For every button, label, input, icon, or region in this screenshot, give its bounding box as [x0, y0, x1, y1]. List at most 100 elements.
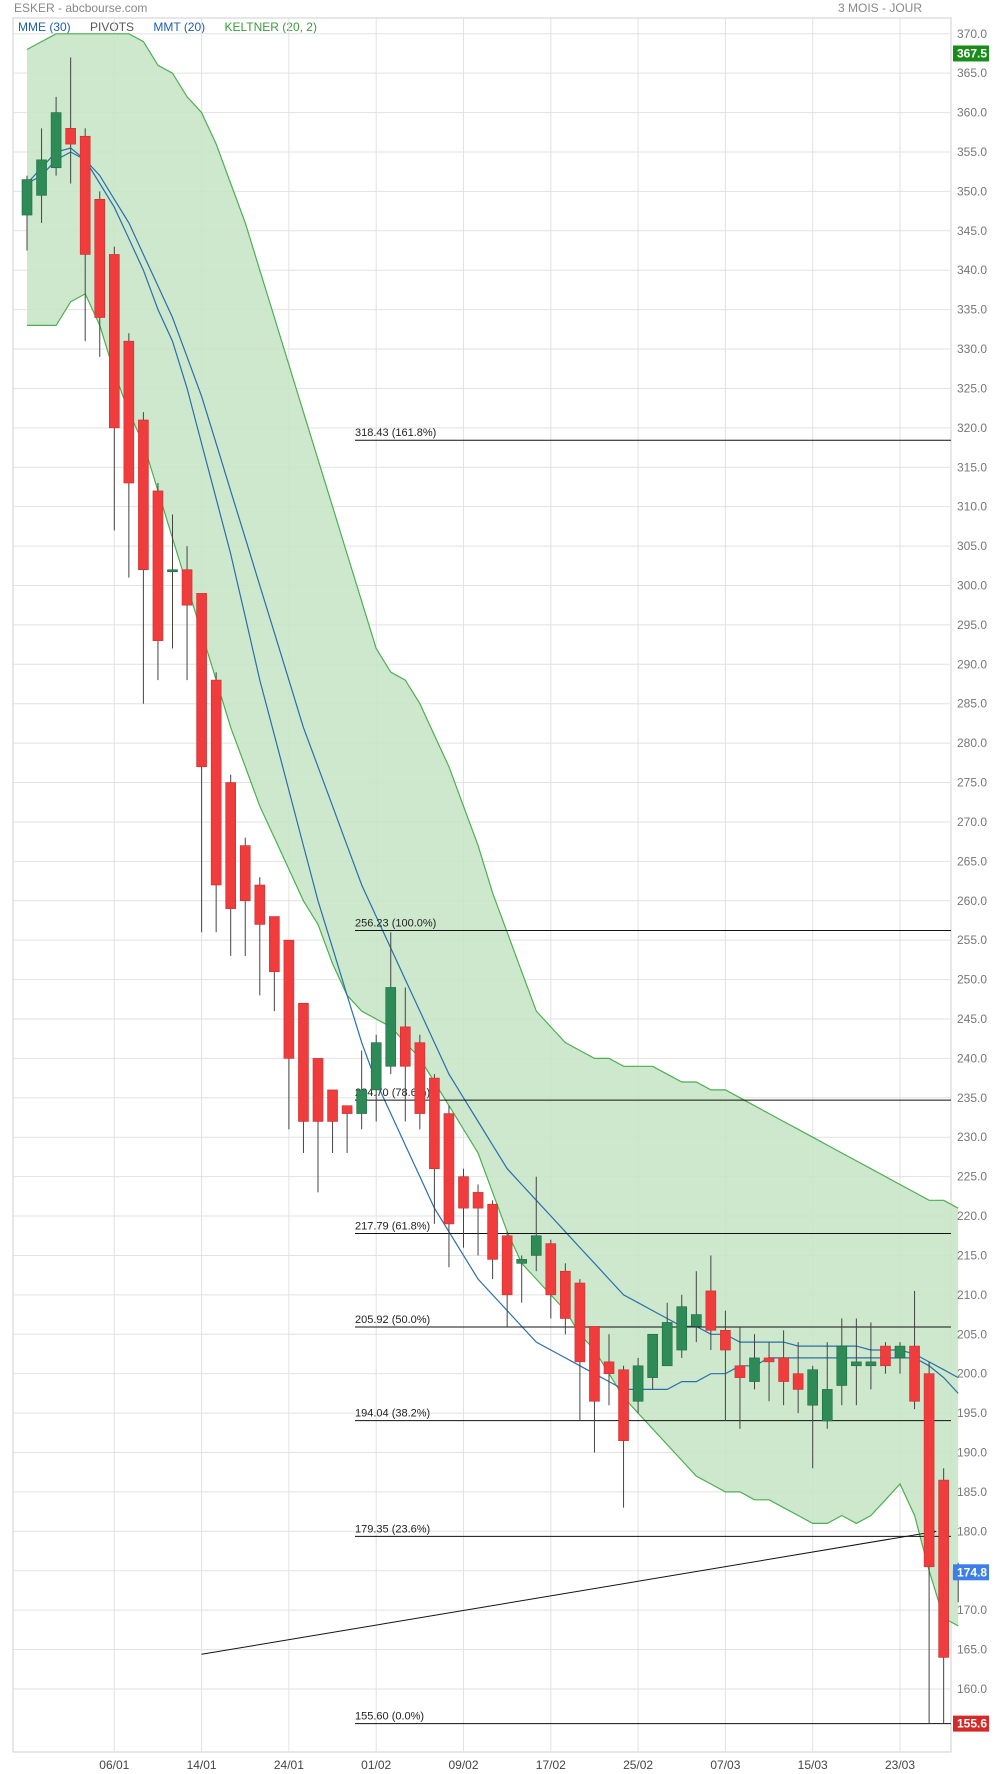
y-tick-label: 300.0	[957, 578, 987, 592]
candle	[923, 1361, 935, 1724]
candle-body	[123, 340, 135, 484]
candle-body	[647, 1333, 658, 1378]
candle	[676, 1294, 688, 1358]
candle-body	[429, 1077, 440, 1170]
candle	[661, 1302, 673, 1367]
candle	[647, 1333, 658, 1390]
y-tick-label: 260.0	[957, 894, 987, 908]
candle	[763, 1342, 775, 1402]
candle	[690, 1271, 702, 1343]
y-tick-label: 365.0	[957, 66, 987, 80]
candle-body	[65, 128, 76, 145]
candle-body	[138, 419, 149, 571]
y-tick-label: 190.0	[957, 1445, 987, 1459]
y-tick-label: 215.0	[957, 1248, 987, 1262]
candle	[109, 246, 120, 531]
legend-mme[interactable]: MME (30)	[18, 20, 71, 34]
candle	[239, 837, 251, 956]
legend-pivots[interactable]: PIVOTS	[90, 20, 135, 34]
fibonacci-levels: 318.43 (161.8%)256.23 (100.0%)234.70 (78…	[355, 427, 951, 1725]
candle-body	[690, 1314, 702, 1327]
candle-body	[734, 1365, 746, 1378]
candle	[283, 939, 295, 1130]
candle-body	[385, 987, 397, 1067]
candle-body	[79, 135, 91, 255]
y-tick-label: 325.0	[957, 381, 987, 395]
candle-body	[36, 159, 47, 196]
candle	[123, 333, 135, 578]
y-tick-label: 280.0	[957, 736, 987, 750]
candle-body	[807, 1369, 819, 1406]
fib-label: 318.43 (161.8%)	[355, 427, 436, 439]
low-price-badge-bg	[953, 1715, 989, 1732]
candle-body	[196, 593, 207, 768]
candle	[880, 1342, 891, 1374]
moving-averages	[26, 147, 959, 1394]
candle	[21, 175, 33, 251]
y-tick-label: 220.0	[957, 1209, 987, 1223]
candle	[909, 1290, 920, 1410]
y-tick-label: 185.0	[957, 1485, 987, 1499]
candle-body	[399, 1026, 411, 1067]
y-tick-label: 210.0	[957, 1288, 987, 1302]
candle-body	[283, 939, 295, 1059]
candle	[720, 1310, 731, 1421]
candle-body	[341, 1105, 353, 1114]
candle	[501, 1231, 513, 1327]
candle-body	[443, 1113, 455, 1225]
candle-body	[254, 884, 266, 925]
y-tick-label: 330.0	[957, 342, 987, 356]
candle-body	[269, 916, 280, 973]
timeframe-label[interactable]: 3 MOIS - JOUR	[837, 1, 922, 15]
candle-body	[516, 1259, 528, 1264]
candle	[298, 1002, 309, 1153]
candle	[778, 1330, 789, 1406]
x-tick-label: 17/02	[536, 1758, 566, 1772]
fib-label: 256.23 (100.0%)	[355, 917, 436, 929]
indicator-legend: MME (30) PIVOTS MMT (20) KELTNER (20, 2)	[18, 20, 333, 34]
candle	[312, 1058, 324, 1193]
candle	[356, 1050, 367, 1130]
candle	[545, 1239, 557, 1319]
chart-title: ESKER - abcbourse.com	[14, 1, 148, 15]
trendline-line	[201, 1530, 937, 1655]
candle-body	[414, 1042, 426, 1114]
y-tick-label: 310.0	[957, 500, 987, 514]
y-tick-label: 170.0	[957, 1603, 987, 1617]
candle	[749, 1334, 760, 1390]
candle-body	[632, 1365, 644, 1402]
candle-body	[472, 1192, 484, 1209]
candle	[938, 1468, 949, 1724]
fib-label: 155.60 (0.0%)	[355, 1711, 424, 1723]
y-tick-label: 335.0	[957, 303, 987, 317]
x-tick-label: 14/01	[187, 1758, 217, 1772]
candle-body	[21, 179, 33, 216]
candle	[705, 1255, 717, 1351]
legend-mmt[interactable]: MMT (20)	[153, 20, 206, 34]
candle	[792, 1342, 804, 1414]
candle-body	[545, 1243, 557, 1296]
candle-body	[661, 1322, 673, 1367]
candle-body	[181, 569, 193, 606]
candle	[894, 1342, 906, 1374]
candle-body	[370, 1042, 382, 1091]
keltner-band-fill	[27, 33, 959, 1626]
candle-body	[210, 679, 222, 886]
x-tick-label: 09/02	[448, 1758, 478, 1772]
y-tick-label: 305.0	[957, 539, 987, 553]
candle	[385, 932, 397, 1075]
legend-keltner[interactable]: KELTNER (20, 2)	[224, 20, 317, 34]
fib-label: 179.35 (23.6%)	[355, 1523, 430, 1535]
plot-frame	[12, 17, 952, 1753]
candle	[327, 1089, 338, 1153]
fib-label: 217.79 (61.8%)	[355, 1220, 430, 1232]
y-tick-label: 205.0	[957, 1327, 987, 1341]
candle	[458, 1168, 469, 1248]
keltner-upper-line	[26, 33, 959, 1209]
x-tick-label: 25/02	[623, 1758, 653, 1772]
y-tick-label: 255.0	[957, 933, 987, 947]
mme-30-line	[26, 151, 959, 1379]
last-price-badge: 174.8	[957, 1565, 987, 1579]
candle-body	[152, 490, 164, 641]
